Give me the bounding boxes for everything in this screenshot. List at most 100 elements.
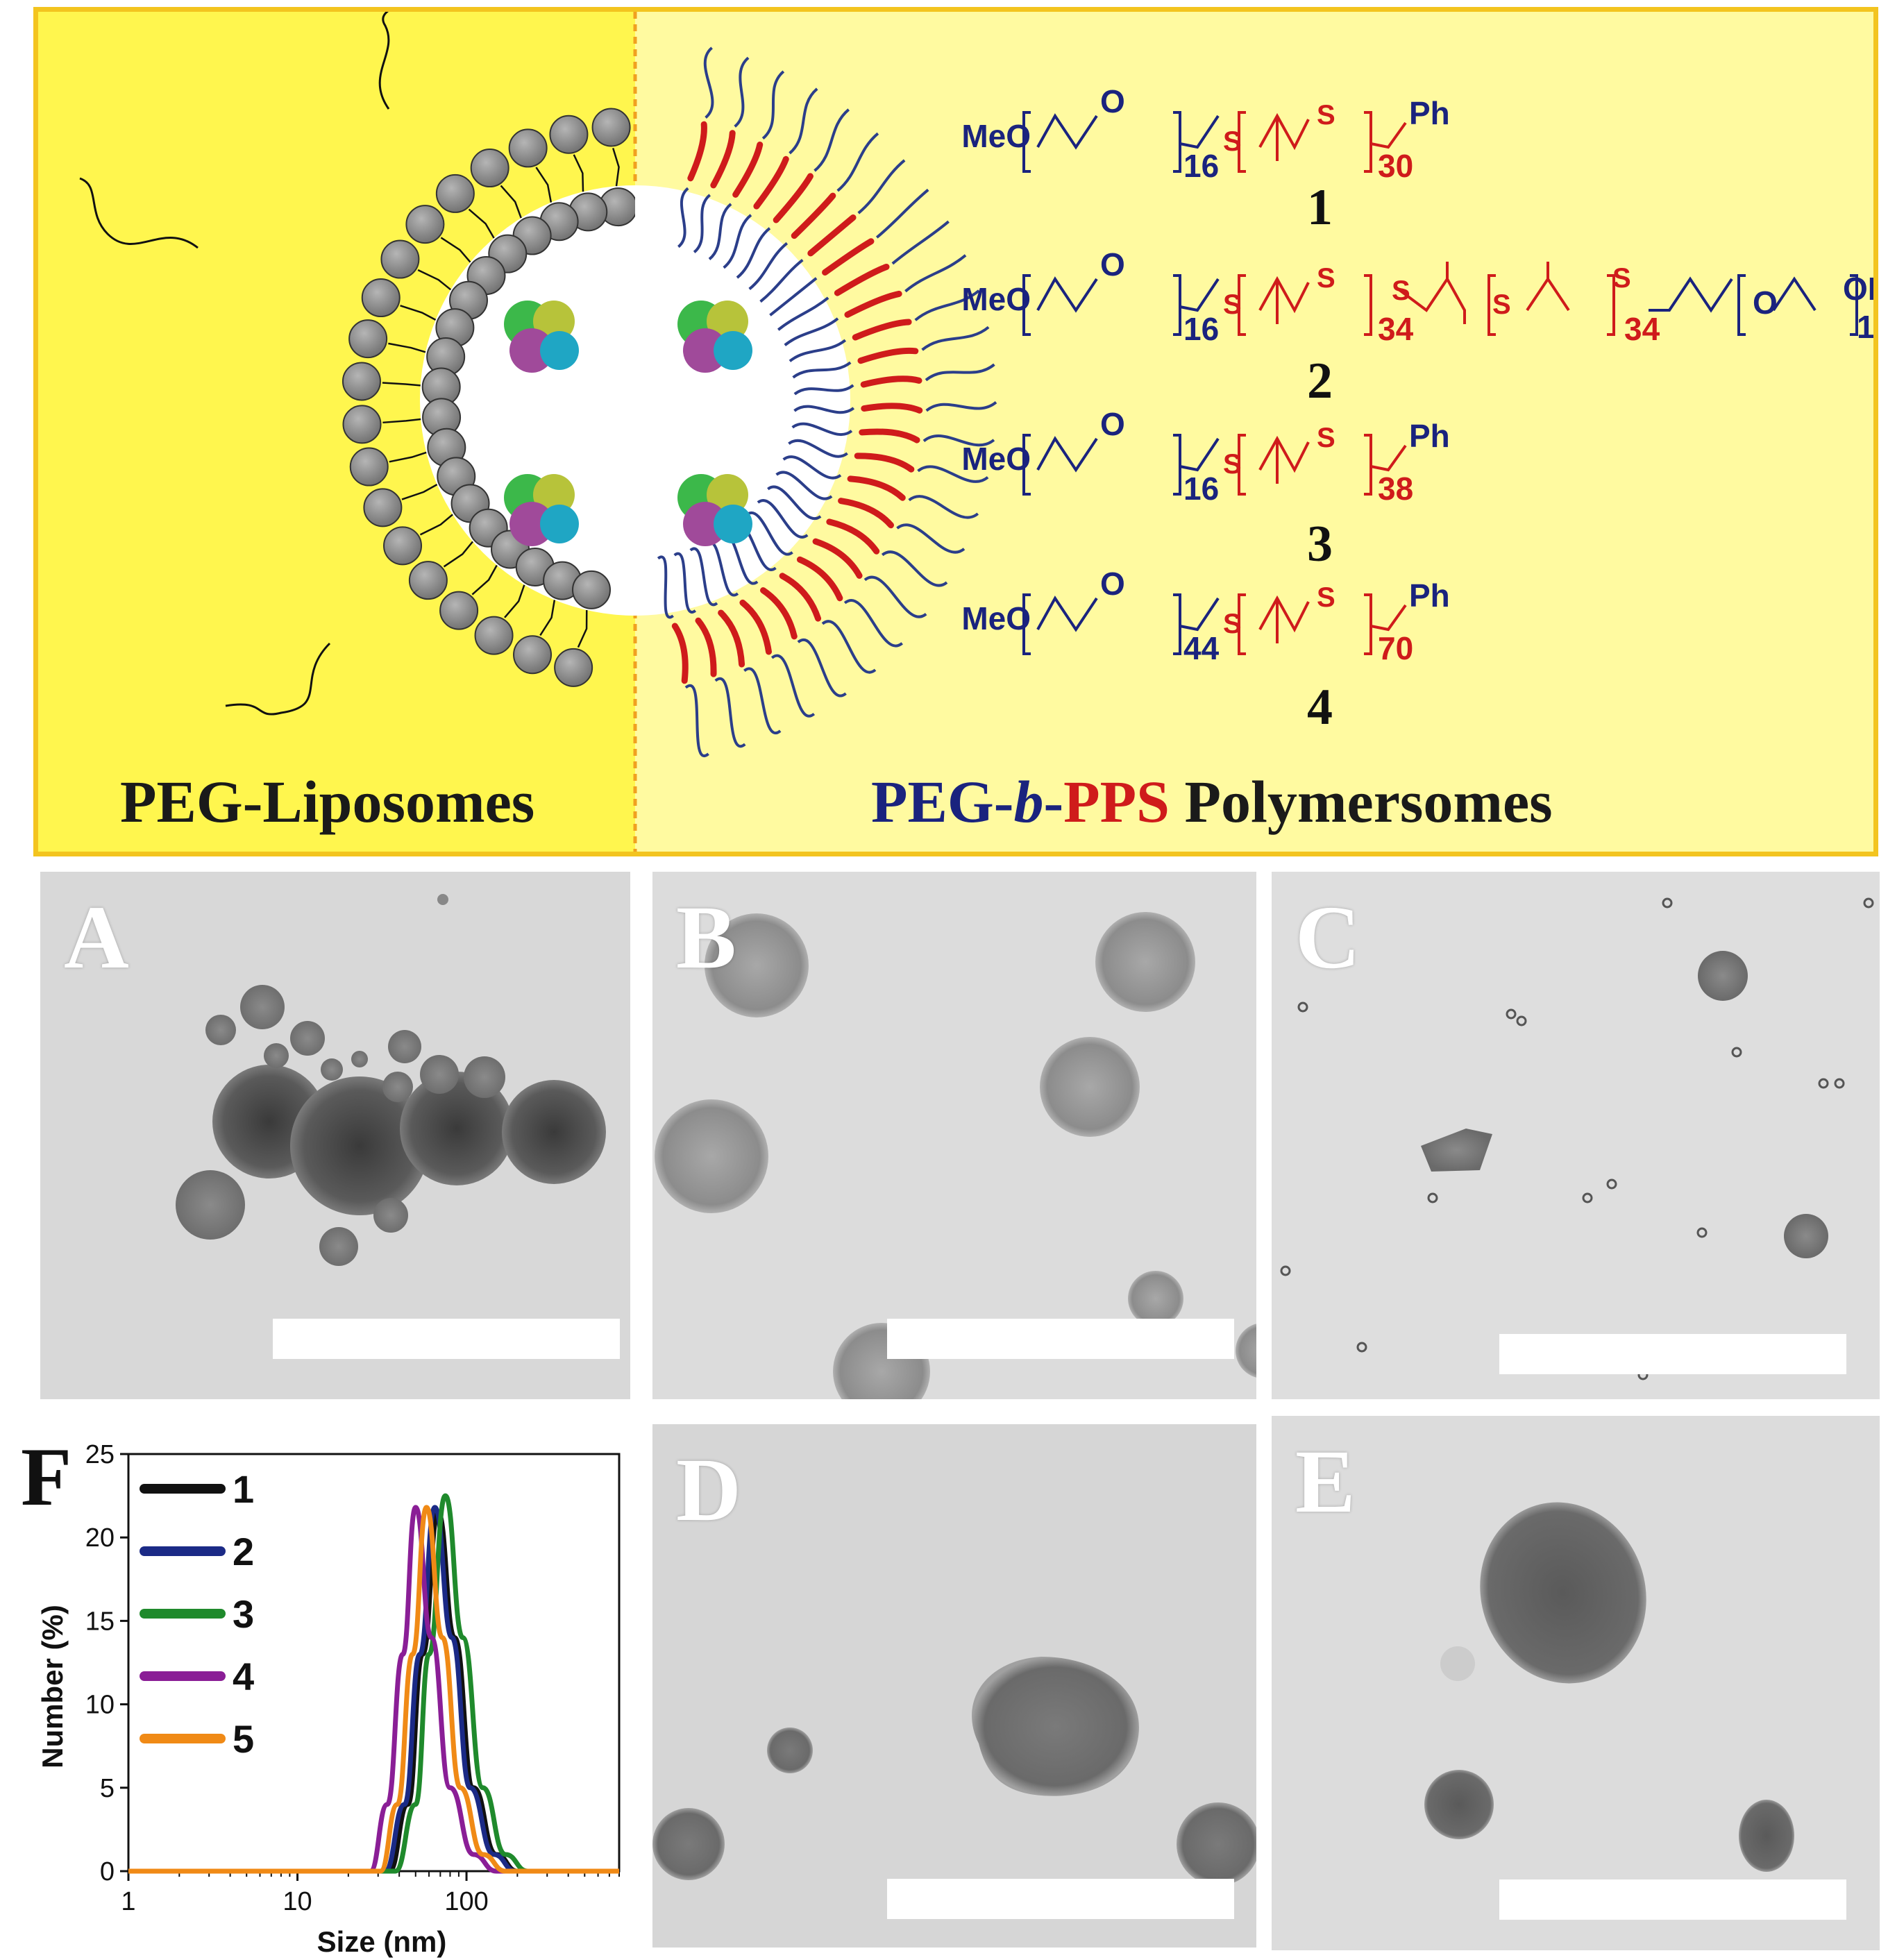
y-tick-label: 0 <box>100 1857 115 1886</box>
tem-image-c <box>1280 897 1874 1380</box>
oxygen-1: O <box>1100 83 1125 119</box>
peg-chain-outer <box>770 654 816 718</box>
sulfur-3b: S <box>1317 423 1335 453</box>
peg-chain-inner <box>759 258 804 303</box>
y-tick-label: 10 <box>85 1691 115 1720</box>
legend-label-2: 2 <box>233 1530 254 1573</box>
peg-chain-inner <box>769 277 818 316</box>
tem-panel-a: A <box>40 872 630 1399</box>
lipid-head <box>348 319 388 359</box>
lipid-tail <box>443 541 474 568</box>
structure-text: MeO O 16 S S 30 Ph MeO O 16 S S 34 S S 3… <box>961 83 1878 666</box>
lipid-head <box>342 362 381 401</box>
peg-chain-inner <box>791 422 853 437</box>
peg-chain-inner <box>708 203 732 260</box>
sulfur-3a: S <box>1223 449 1242 480</box>
lipid-tail <box>440 237 471 263</box>
chart-panel-label: F <box>21 1430 71 1523</box>
pps-chain <box>791 192 836 239</box>
pps-chain <box>844 290 902 318</box>
structure-label-2: 2 <box>1307 353 1333 409</box>
x-tick-label: 1 <box>121 1887 135 1916</box>
lipid-tail <box>388 342 426 353</box>
peg-chain-outer <box>925 400 997 412</box>
lipid-tail <box>535 167 553 203</box>
end-group-4: Ph <box>1409 577 1450 614</box>
peg-n-1: 16 <box>1183 148 1219 184</box>
peg-chain-outer <box>896 523 966 554</box>
pps-chain <box>860 375 922 388</box>
caption-dash: - <box>1043 768 1064 835</box>
polymer-membrane <box>657 47 997 757</box>
scale-bar-c <box>1499 1334 1846 1374</box>
peg-chain-inner <box>723 214 752 269</box>
peg-chain-inner <box>777 296 829 331</box>
peg-chain-inner <box>748 242 789 290</box>
lipid-head <box>435 174 475 213</box>
peg-chain-outer <box>863 575 927 618</box>
peg-chain-inner <box>677 187 689 248</box>
scale-bar-e <box>1499 1879 1846 1920</box>
pps-chain <box>812 538 863 579</box>
end-group-1: Ph <box>1409 95 1450 131</box>
peg-chain-inner <box>689 547 718 607</box>
series-line-2 <box>128 1505 619 1874</box>
lipid-head <box>342 405 382 444</box>
lipid-head <box>383 526 423 566</box>
sulfur-2a: S <box>1223 289 1242 320</box>
peg-n-2: 16 <box>1183 311 1219 347</box>
peg-chain-outer <box>917 465 989 483</box>
lipid-tail <box>382 418 421 424</box>
peg-chain-inner <box>673 552 697 614</box>
lipid-tail <box>539 600 556 636</box>
panel-label-e: E <box>1295 1432 1356 1532</box>
pps-chain <box>854 453 915 473</box>
pps-chain <box>807 214 857 257</box>
start-group-2: MeO <box>961 281 1031 317</box>
scale-bar-b <box>887 1319 1234 1359</box>
legend-label-1: 1 <box>233 1467 254 1511</box>
lipid-tail <box>417 269 452 291</box>
peg-chain-inner <box>792 361 852 379</box>
peg-chain-outer <box>904 254 967 293</box>
lipid-tail <box>468 208 495 239</box>
lipid-tail <box>389 451 427 463</box>
pps-chain <box>838 498 895 529</box>
tem-image-e <box>1424 1502 1794 1872</box>
lipid-tail <box>471 564 498 595</box>
liposome-caption: PEG-Liposomes <box>120 768 535 835</box>
pps-n-3: 38 <box>1378 471 1413 507</box>
caption-pps: PPS <box>1063 768 1170 835</box>
panel-label-b: B <box>676 888 736 988</box>
peg-n-4: 44 <box>1183 630 1220 666</box>
pps-n-2: 34 <box>1378 311 1414 347</box>
pps-chain <box>732 141 764 198</box>
oxygen-4: O <box>1100 566 1125 602</box>
pps-chain <box>671 623 689 684</box>
lipid-head <box>380 239 420 279</box>
lipid-head <box>554 648 593 687</box>
y-tick-label: 20 <box>85 1523 115 1553</box>
pps-chain <box>760 587 798 640</box>
pps-chain <box>826 518 880 555</box>
panel-label-a: A <box>64 888 129 988</box>
y-tick-label: 25 <box>85 1440 115 1469</box>
peg-chain-outer <box>714 677 746 748</box>
caption-polymersomes: Polymersomes <box>1169 768 1553 835</box>
pps-chain <box>796 556 843 602</box>
lipid-tail <box>612 148 620 187</box>
oxygen-3: O <box>1100 406 1125 442</box>
chemical-structures <box>1022 111 1858 655</box>
peg-chain-outer <box>836 132 879 192</box>
pps-chain <box>773 173 814 223</box>
structure-label-4: 4 <box>1307 679 1333 736</box>
start-group-4: MeO <box>961 600 1031 636</box>
lipid-tail <box>401 484 438 500</box>
sulfur-2d: S <box>1492 289 1511 320</box>
peg-chain-outer <box>922 434 995 447</box>
peg-lipid-tails <box>79 12 390 716</box>
panel-label-c: C <box>1295 888 1360 988</box>
oxygen-2b: O <box>1753 285 1778 321</box>
structure-label-3: 3 <box>1307 516 1333 573</box>
end-group-2: OMe <box>1843 271 1878 307</box>
